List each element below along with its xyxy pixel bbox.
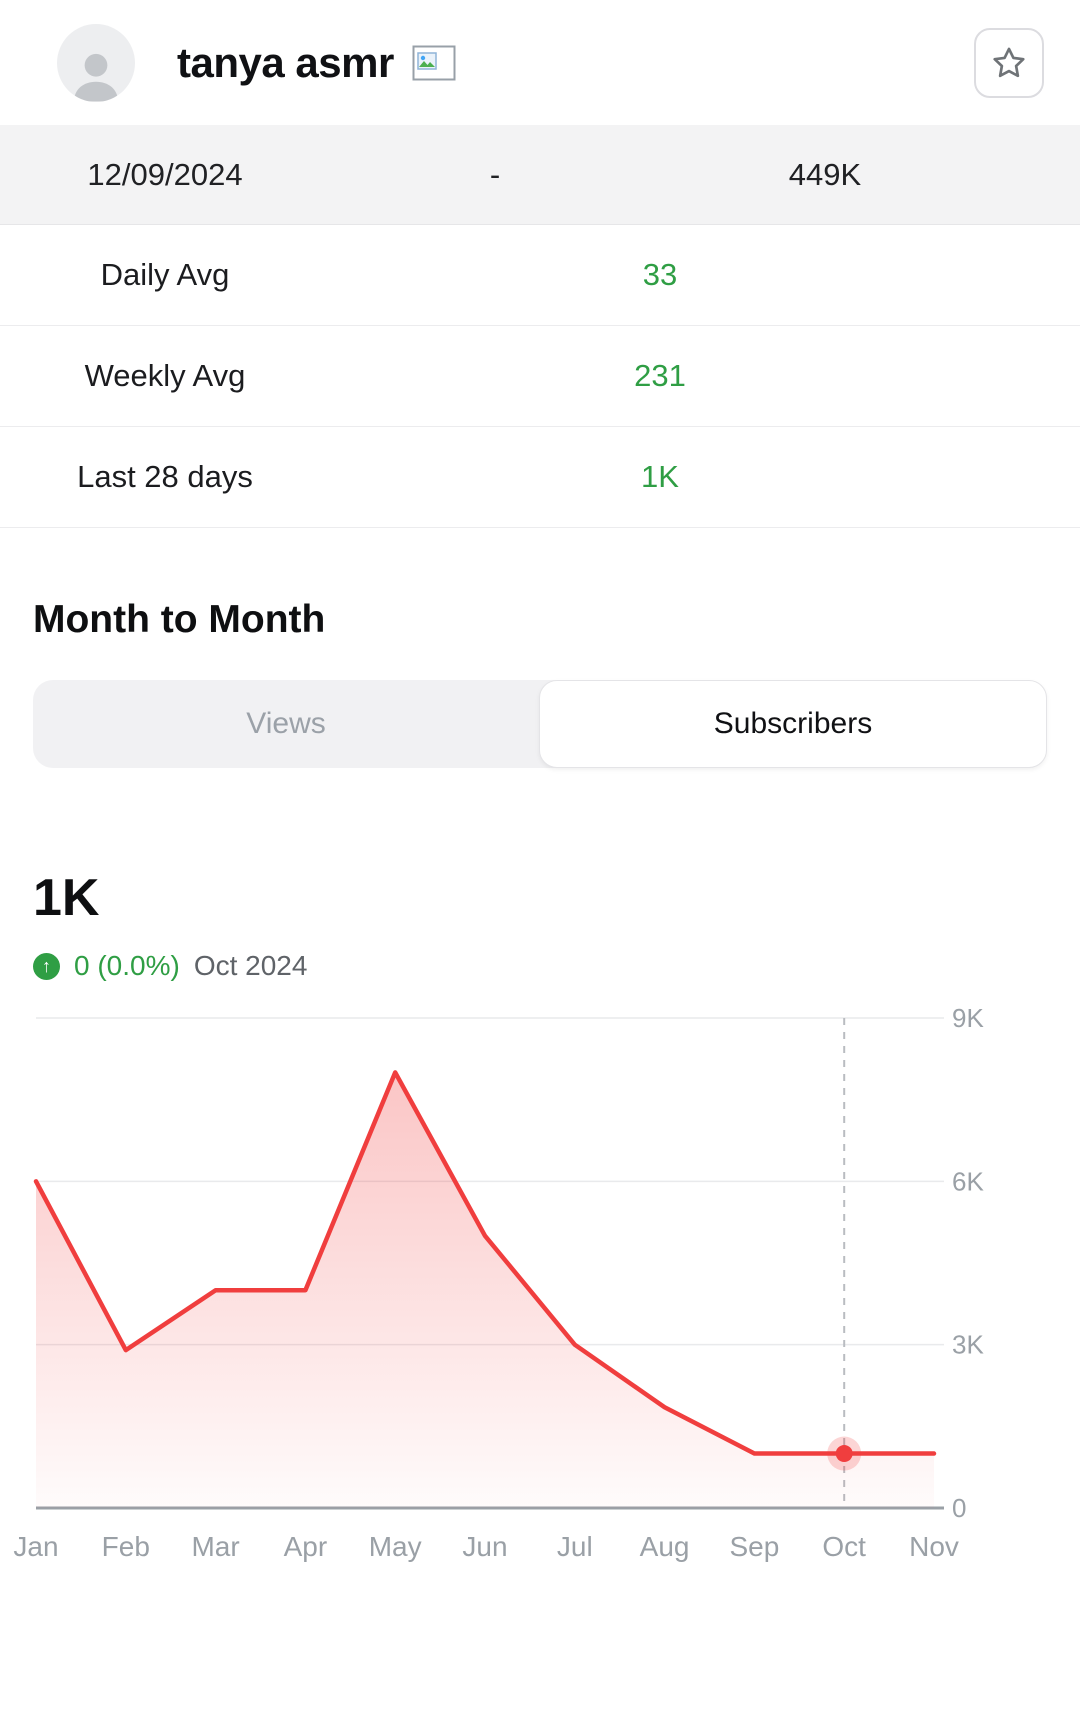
person-icon [74,53,118,101]
chart-x-tick-label: Apr [284,1531,328,1562]
chart-metric-tabs: Views Subscribers [33,680,1047,768]
channel-header: tanya asmr [0,0,1080,125]
chart-x-tick-label: Nov [909,1531,959,1562]
chart-y-tick-label: 6K [952,1166,984,1196]
stats-table-header: 12/09/2024 - 449K [0,125,1080,225]
chart-y-tick-label: 9K [952,1008,984,1033]
stats-table: 12/09/2024 - 449K Daily Avg 33 Weekly Av… [0,125,1080,528]
chart-y-tick-label: 3K [952,1330,984,1360]
change-period: Oct 2024 [193,950,308,981]
subscribers-chart-svg: 0 3K 6K 9K Jan Feb Mar Apr May Jun Jul Aug Sep Oct Nov [13,1003,984,1562]
favorite-button[interactable] [974,27,1044,98]
stat-value: 231 [634,358,686,393]
chart-x-tick-label: May [369,1531,422,1562]
stats-date: 12/09/2024 [87,156,243,192]
chart-x-tick-label: Jul [557,1531,593,1562]
chart-x-tick-label: Jan [13,1531,58,1562]
chart-line [33,1070,937,1456]
change-percent: 0 (0.0%) [74,950,180,981]
chart-x-tick-label: Jun [462,1531,507,1562]
image-placeholder-icon [412,45,456,81]
chart-highlight-dot[interactable] [835,1445,853,1463]
page-section-title: Month to Month [33,598,326,641]
stat-value: 1K [641,459,679,494]
channel-avatar[interactable] [57,23,135,102]
subscribers-monthly-value: 1K [33,869,100,927]
tab-views[interactable]: Views [33,680,539,768]
table-row: Last 28 days 1K [0,427,1080,528]
channel-name: tanya asmr [177,38,394,86]
chart-y-tick-label: 0 [952,1493,966,1523]
up-arrow-icon: ↑ [33,952,60,980]
chart-x-tick-label: Feb [102,1531,150,1562]
chart-x-tick-label: Oct [822,1531,866,1562]
stat-label: Daily Avg [100,257,230,292]
chart-x-tick-label: Sep [729,1531,779,1562]
stats-total-subscribers: 449K [788,156,862,192]
chart-area-fill [36,1072,934,1508]
table-row: Daily Avg 33 [0,225,1080,326]
stat-label: Weekly Avg [84,358,246,393]
table-row: Weekly Avg 231 [0,326,1080,427]
chart-x-tick-label: Aug [640,1531,690,1562]
tab-subscribers[interactable]: Subscribers [539,680,1047,768]
star-icon [993,47,1025,77]
subscribers-chart[interactable]: 0 3K 6K 9K Jan Feb Mar Apr May Jun Jul Aug Sep Oct Nov [0,1003,1080,1588]
stats-separator: - [489,156,501,192]
stat-label: Last 28 days [77,459,253,494]
subscribers-monthly-change: ↑ 0 (0.0%) Oct 2024 [33,950,1047,982]
stat-value: 33 [642,257,678,292]
chart-x-tick-label: Mar [191,1531,239,1562]
